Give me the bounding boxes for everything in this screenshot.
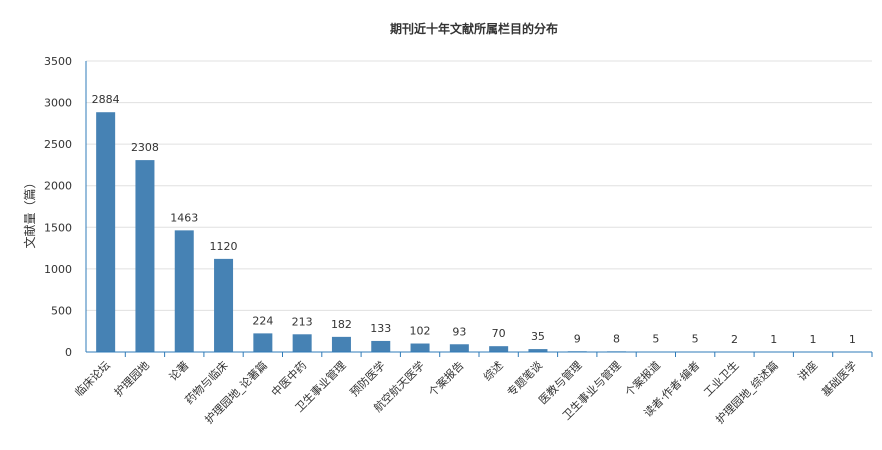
x-tick-label: 讲座: [795, 358, 820, 383]
y-tick-label: 3000: [44, 97, 72, 110]
data-label: 70: [492, 327, 506, 340]
bar[interactable]: [96, 112, 116, 352]
bar[interactable]: [253, 333, 273, 352]
bar[interactable]: [371, 340, 391, 352]
data-label: 1: [810, 333, 817, 346]
y-axis-label: 文献量（篇）: [22, 176, 37, 248]
y-tick-label: 2500: [44, 138, 72, 151]
data-label: 133: [370, 322, 391, 335]
bar[interactable]: [331, 336, 351, 352]
bar[interactable]: [292, 334, 312, 352]
chart-title: 期刊近十年文献所属栏目的分布: [390, 21, 558, 36]
x-tick-label: 基础医学: [818, 358, 859, 399]
bars: [96, 112, 862, 352]
x-tick-label: 综述: [480, 358, 505, 383]
data-label: 2: [731, 333, 738, 346]
y-tick-label: 1500: [44, 221, 72, 234]
data-label: 2308: [131, 141, 159, 154]
bar[interactable]: [135, 160, 155, 352]
grid-lines: [86, 60, 872, 311]
x-tick-label: 工业卫生: [701, 358, 742, 399]
x-tick-label: 临床论坛: [72, 358, 113, 399]
y-tick-label: 1000: [44, 263, 72, 276]
data-label: 2884: [92, 93, 120, 106]
y-tick-label: 2000: [44, 180, 72, 193]
x-tick-label: 护理园地: [111, 358, 152, 399]
data-label: 93: [452, 325, 466, 338]
x-tick-label: 中医中药: [269, 359, 309, 399]
x-tick-label: 个案报道: [622, 358, 663, 399]
x-tick-label: 论著: [166, 358, 191, 383]
y-tick-label: 500: [51, 304, 72, 317]
bar[interactable]: [214, 258, 234, 352]
x-tick-label: 个案报告: [425, 358, 466, 399]
bar[interactable]: [174, 230, 194, 352]
bar[interactable]: [528, 349, 548, 352]
data-label: 182: [331, 318, 352, 331]
x-tick-label: 专题笔谈: [504, 358, 545, 399]
data-label: 9: [574, 332, 581, 345]
data-label: 1463: [170, 211, 198, 224]
bar[interactable]: [489, 346, 509, 352]
bar[interactable]: [410, 343, 430, 352]
data-label: 1: [849, 333, 856, 346]
data-label: 8: [613, 332, 620, 345]
data-label: 5: [692, 333, 699, 346]
data-label: 213: [292, 315, 313, 328]
data-label: 1: [770, 333, 777, 346]
axes: 0 500 1000 1500 2000 2500 3000 3500: [44, 55, 873, 359]
data-label: 224: [252, 314, 273, 327]
data-label: 102: [410, 325, 431, 338]
x-tick-label: 预防医学: [347, 358, 388, 399]
data-label: 5: [652, 333, 659, 346]
y-tick-label: 3500: [44, 55, 72, 68]
data-label: 1120: [210, 240, 238, 253]
data-label: 35: [531, 330, 545, 343]
y-tick-label: 0: [65, 346, 72, 359]
bar[interactable]: [449, 344, 469, 352]
